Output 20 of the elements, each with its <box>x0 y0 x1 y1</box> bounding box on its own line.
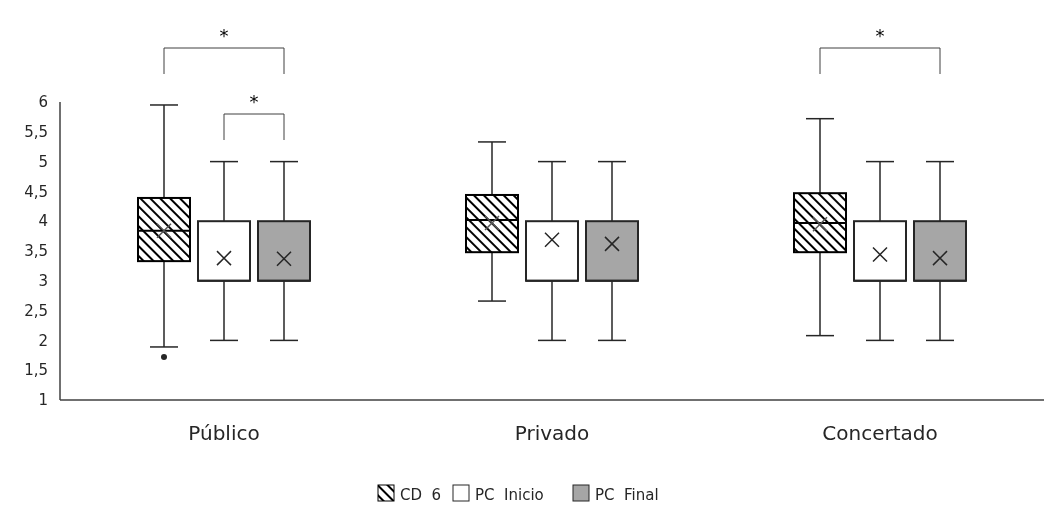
y-tick-label: 6 <box>38 93 48 112</box>
y-tick-label: 3 <box>38 272 48 291</box>
y-tick-label: 3,5 <box>24 242 48 261</box>
y-tick-label: 4 <box>38 212 48 231</box>
text: * <box>875 25 885 46</box>
y-tick-label: 5,5 <box>24 123 48 142</box>
y-tick-label: 1 <box>38 391 48 410</box>
text: * <box>219 25 229 46</box>
legend-label: PC Inicio <box>475 486 544 504</box>
y-tick-label: 5 <box>38 152 48 171</box>
x-tick-label: Concertado <box>822 421 938 445</box>
y-tick-label: 2 <box>38 331 48 350</box>
y-tick-label: 4,5 <box>24 182 48 201</box>
y-tick-label: 2,5 <box>24 301 48 320</box>
legend-label: PC Final <box>595 486 659 504</box>
y-tick-label: 1,5 <box>24 361 48 380</box>
legend-label: CD 6 <box>400 486 442 504</box>
x-tick-label: Público <box>188 421 260 445</box>
annotation: * <box>249 91 259 112</box>
x-tick-label: Privado <box>514 421 590 445</box>
